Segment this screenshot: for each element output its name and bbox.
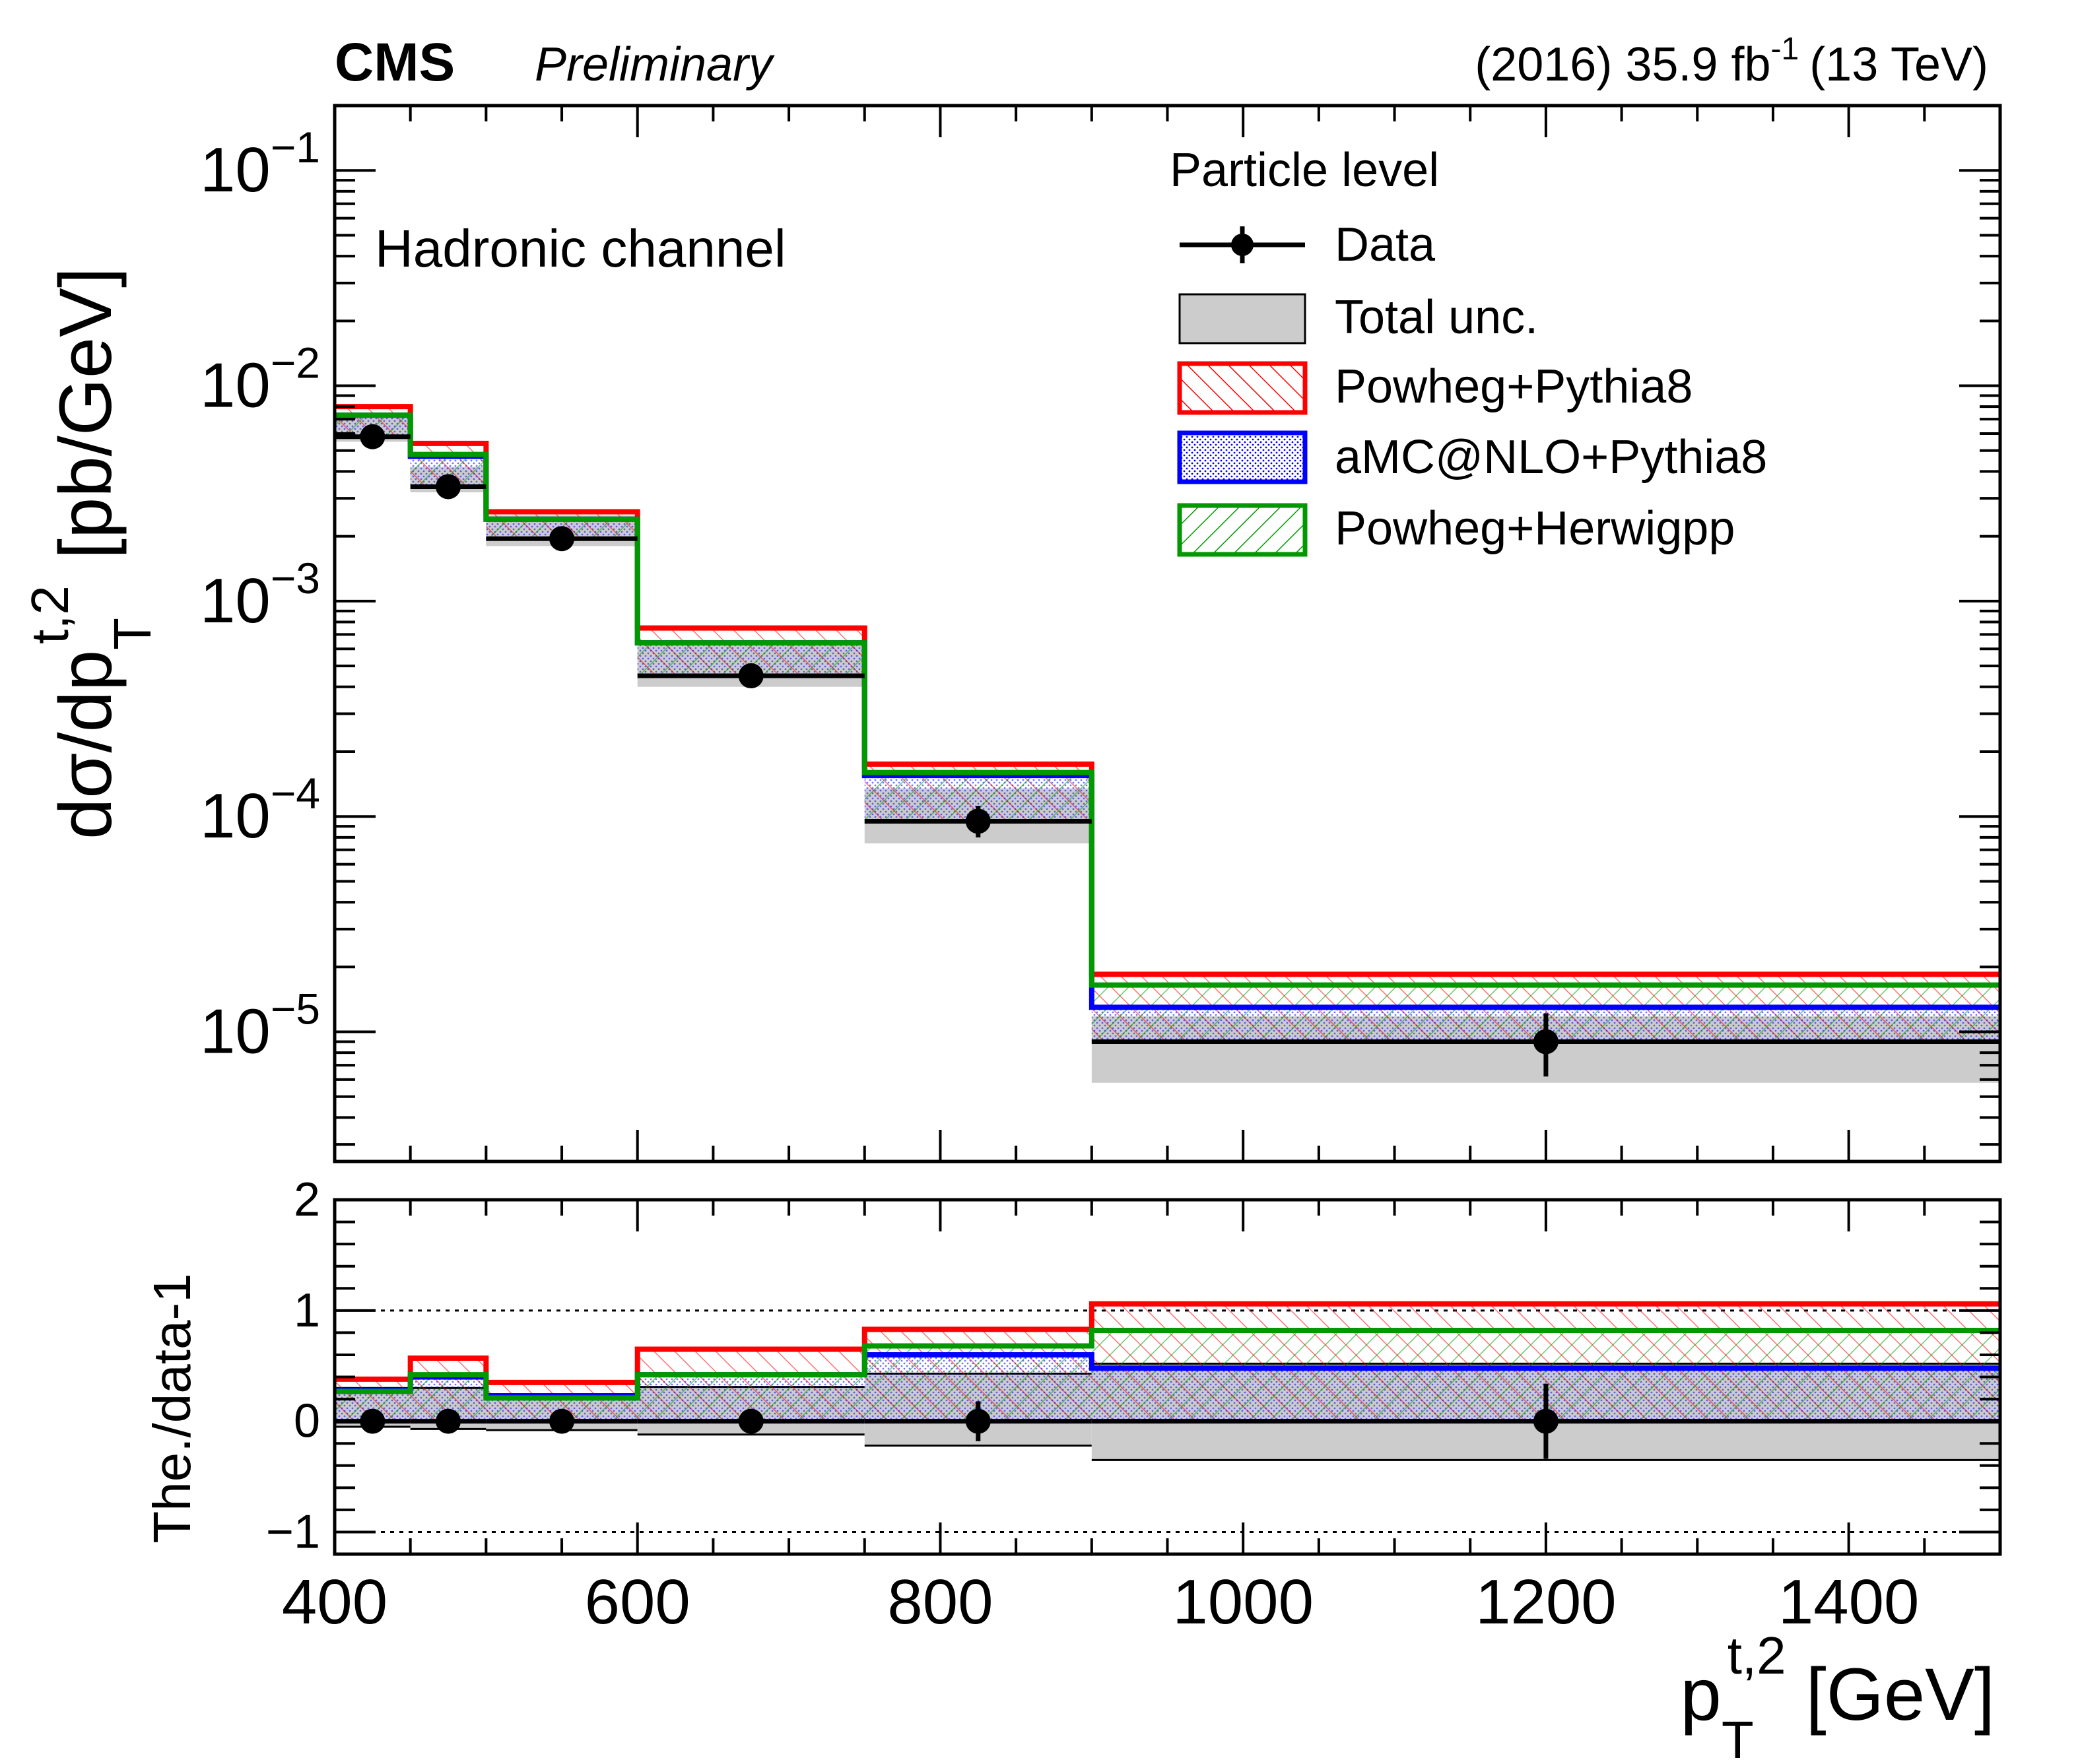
x-axis-title-unit: [GeV]	[1806, 1653, 1995, 1736]
y-axis-title: dσ/dpTt,2 [pb/GeV]	[20, 267, 162, 839]
x-tick-label: 1400	[1778, 1567, 1920, 1637]
legend-data-marker	[1231, 234, 1254, 256]
y-tick-label: 10−5	[200, 985, 320, 1067]
lumi-label: (2016) 35.9 fb-1 (13 TeV)	[1475, 32, 1988, 91]
x-tick-label: 1000	[1172, 1567, 1314, 1637]
data-point	[965, 808, 991, 834]
y-tick-label-exponent: −5	[271, 985, 320, 1033]
y-tick-label-base: 10	[200, 566, 271, 636]
y-tick-label: 10−1	[200, 123, 320, 205]
legend-powheg-pythia8-swatch	[1177, 361, 1308, 415]
y-axis-title-main: dσ/dp	[44, 650, 127, 839]
ratio-data-point	[1533, 1408, 1559, 1434]
data-points	[335, 424, 2000, 1077]
powheg-herwigpp-line	[335, 412, 2000, 988]
lumi-prefix: (2016) 35.9 fb	[1475, 38, 1770, 91]
y-tick-label: 10−3	[200, 554, 320, 636]
ratio-y-axis-title: The./data-1	[143, 1273, 201, 1543]
x-tick-label: 1200	[1475, 1567, 1617, 1637]
x-tick-label: 800	[887, 1567, 993, 1637]
legend-amcatnlo-pythia8-swatch	[1177, 430, 1308, 484]
status-label: Preliminary	[535, 38, 775, 91]
ratio-data-point	[738, 1408, 764, 1434]
ratio-model-curves	[335, 1301, 2000, 1421]
ratio-powheg-pythia8-line	[335, 1301, 2000, 1385]
y-tick-label-exponent: −2	[271, 339, 320, 387]
ratio-y-tick-label: −1	[266, 1505, 320, 1558]
amcatnlo-pythia8-line	[335, 412, 2000, 1010]
y-tick-label-exponent: −3	[271, 554, 320, 603]
powheg-pythia8-line	[335, 404, 2000, 977]
y-tick-label-base: 10	[200, 996, 271, 1067]
ratio-data-point	[549, 1408, 575, 1434]
cross-section-panel: 10−110−210−310−410−5 Hadronic channel dσ…	[20, 104, 2002, 1163]
x-axis-title: pTt,2 [GeV]	[1681, 1626, 1995, 1764]
legend-total-unc-swatch	[1178, 293, 1306, 344]
y-axis-title-sub: T	[103, 618, 162, 650]
x-axis-title-sub: T	[1722, 1711, 1754, 1764]
y-axis-title-sup: t,2	[20, 585, 79, 644]
ratio-y-tick-label: 0	[294, 1395, 320, 1448]
model-curves	[335, 404, 2000, 1042]
y-axis-title-unit: [pb/GeV]	[44, 267, 127, 559]
ratio-data-point	[436, 1408, 461, 1434]
ratio-panel: 400 600 800 1000 1200 1400 2 1 0 −1 The./data-1 p…	[143, 1173, 2002, 1764]
legend-label-powheg-herwigpp: Powheg+Herwigpp	[1335, 502, 1735, 555]
y-tick-label-exponent: −4	[271, 769, 320, 818]
ratio-data-point	[965, 1408, 991, 1434]
legend-label-amcatnlo-pythia8: aMC@NLO+Pythia8	[1335, 431, 1767, 484]
data-point	[1533, 1029, 1559, 1055]
data-point	[436, 474, 461, 500]
legend-header: Particle level	[1170, 144, 1439, 197]
ratio-axes: 400 600 800 1000 1200 1400 2 1 0 −1	[266, 1173, 2002, 1637]
x-tick-label: 600	[585, 1567, 690, 1637]
y-tick-label: 10−2	[200, 339, 320, 421]
legend-powheg-herwigpp-swatch	[1177, 503, 1308, 557]
x-axis-title-sup: t,2	[1728, 1626, 1786, 1685]
cross-section-axes: 10−110−210−310−410−5	[200, 104, 2002, 1163]
ratio-y-tick-label: 2	[294, 1173, 320, 1226]
energy-label: (13 TeV)	[1809, 38, 1988, 91]
data-point	[549, 526, 575, 552]
y-tick-label-exponent: −1	[271, 123, 320, 172]
y-tick-label-base: 10	[200, 350, 271, 421]
x-axis-title-main: p	[1681, 1653, 1722, 1736]
legend: Particle level Data Total unc. Powheg+Py…	[1170, 144, 1767, 557]
y-tick-label-base: 10	[200, 781, 271, 851]
legend-label-powheg-pythia8: Powheg+Pythia8	[1335, 360, 1693, 413]
legend-label-total-unc: Total unc.	[1335, 291, 1538, 344]
ratio-powheg-herwigpp-line	[335, 1328, 2000, 1401]
y-tick-label-base: 10	[200, 135, 271, 205]
y-tick-label: 10−4	[200, 769, 320, 851]
legend-label-data: Data	[1335, 218, 1436, 271]
x-tick-label: 400	[282, 1567, 387, 1637]
lumi-exponent: -1	[1771, 32, 1799, 67]
data-point	[360, 424, 386, 449]
experiment-label: CMS	[335, 32, 455, 92]
channel-annotation: Hadronic channel	[375, 219, 786, 278]
ratio-data-points	[335, 1383, 2000, 1459]
data-point	[738, 663, 764, 689]
ratio-y-tick-label: 1	[294, 1284, 320, 1337]
